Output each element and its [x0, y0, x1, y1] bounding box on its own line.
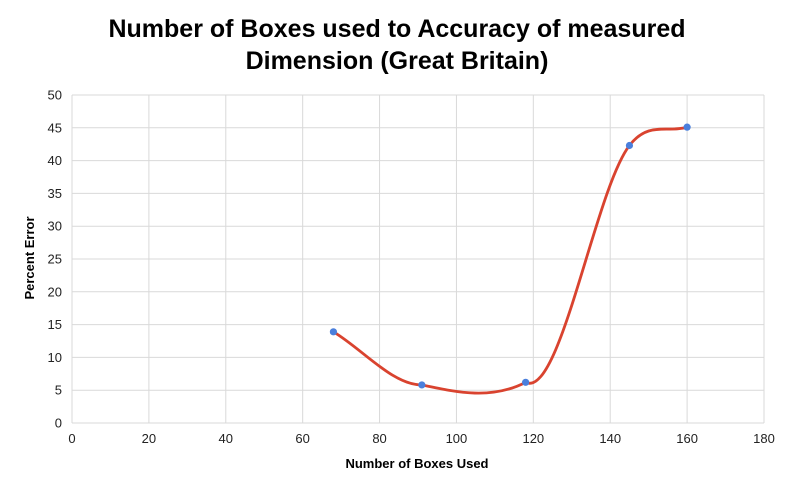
x-tick-label: 80: [372, 431, 386, 446]
x-axis-label: Number of Boxes Used: [345, 456, 488, 471]
series-line: [332, 125, 689, 395]
x-tick-label: 140: [599, 431, 621, 446]
x-tick-label: 20: [142, 431, 156, 446]
data-point: [625, 141, 634, 150]
chart-title-line-2: Dimension (Great Britain): [246, 47, 549, 75]
y-tick-labels: 0 5 10 15 20 25 30 35 40 45 50: [48, 88, 62, 431]
y-tick-label: 25: [48, 252, 62, 267]
data-point: [418, 381, 426, 389]
x-tick-label: 180: [753, 431, 775, 446]
x-tick-label: 160: [676, 431, 698, 446]
x-tick-labels: 0 20 40 60 80 100 120 140 160 180: [68, 431, 774, 446]
x-tick-label: 100: [446, 431, 468, 446]
x-tick-label: 60: [295, 431, 309, 446]
x-tick-label: 0: [68, 431, 75, 446]
data-point: [683, 123, 691, 131]
y-tick-label: 20: [48, 284, 62, 299]
series-layer: [329, 123, 691, 395]
y-tick-label: 45: [48, 120, 62, 135]
chart-title-line-1: Number of Boxes used to Accuracy of meas…: [108, 15, 685, 43]
y-tick-label: 5: [55, 383, 62, 398]
data-point: [329, 328, 338, 336]
grid: [71, 94, 765, 424]
y-axis-label: Percent Error: [22, 216, 37, 299]
y-tick-label: 15: [48, 317, 62, 332]
y-tick-label: 40: [48, 153, 62, 168]
y-tick-label: 35: [48, 186, 62, 201]
y-tick-label: 10: [48, 350, 62, 365]
x-tick-label: 40: [219, 431, 233, 446]
y-tick-label: 50: [48, 88, 62, 103]
y-tick-label: 30: [48, 219, 62, 234]
data-point: [522, 378, 530, 386]
x-tick-label: 120: [522, 431, 544, 446]
y-tick-label: 0: [55, 416, 62, 431]
